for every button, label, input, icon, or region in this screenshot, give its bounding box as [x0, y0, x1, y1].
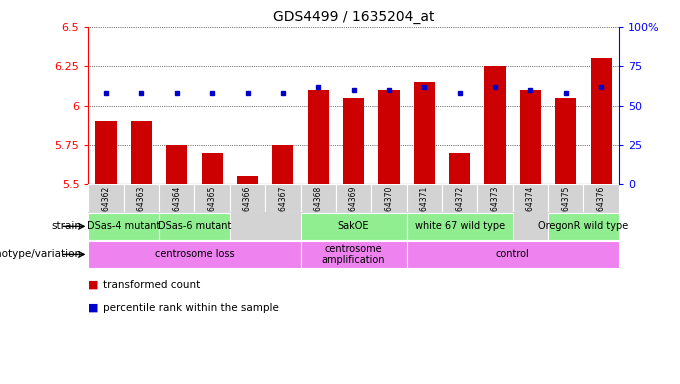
Text: centrosome
amplification: centrosome amplification	[322, 243, 386, 265]
Text: SakOE: SakOE	[338, 221, 369, 232]
Bar	[449, 153, 471, 184]
Text: white 67 wild type: white 67 wild type	[415, 221, 505, 232]
Text: ■: ■	[88, 303, 99, 313]
Bar	[407, 241, 619, 268]
Text: GSM864374: GSM864374	[526, 186, 535, 232]
Text: GSM864364: GSM864364	[172, 186, 182, 232]
Text: strain: strain	[52, 221, 82, 232]
Bar	[407, 213, 513, 240]
Bar	[194, 184, 230, 212]
Bar	[272, 145, 294, 184]
Bar	[343, 98, 364, 184]
Text: ■: ■	[88, 280, 99, 290]
Bar	[583, 184, 619, 212]
Text: OregonR wild type: OregonR wild type	[539, 221, 628, 232]
Bar	[166, 145, 188, 184]
Bar	[88, 184, 124, 212]
Bar	[484, 66, 506, 184]
Bar	[513, 184, 548, 212]
Bar	[371, 184, 407, 212]
Text: GSM864365: GSM864365	[207, 186, 217, 232]
Text: GSM864369: GSM864369	[349, 186, 358, 232]
Bar	[265, 184, 301, 212]
Text: genotype/variation: genotype/variation	[0, 249, 82, 260]
Bar	[548, 213, 619, 240]
Bar	[201, 153, 223, 184]
Title: GDS4499 / 1635204_at: GDS4499 / 1635204_at	[273, 10, 435, 25]
Text: percentile rank within the sample: percentile rank within the sample	[103, 303, 279, 313]
Text: GSM864371: GSM864371	[420, 186, 429, 232]
Bar	[555, 98, 577, 184]
Text: GSM864362: GSM864362	[101, 186, 111, 232]
Text: GSM864376: GSM864376	[596, 186, 606, 232]
Bar	[159, 184, 194, 212]
Bar	[124, 184, 159, 212]
Bar	[230, 184, 265, 212]
Bar	[95, 121, 117, 184]
Text: GSM864375: GSM864375	[561, 186, 571, 232]
Text: control: control	[496, 249, 530, 260]
Bar	[131, 121, 152, 184]
Bar	[237, 177, 258, 184]
Bar	[442, 184, 477, 212]
Bar	[548, 184, 583, 212]
Bar	[413, 82, 435, 184]
Bar	[407, 184, 442, 212]
Text: GSM864363: GSM864363	[137, 186, 146, 232]
Bar	[159, 213, 230, 240]
Bar	[520, 90, 541, 184]
Bar	[477, 184, 513, 212]
Bar	[590, 58, 612, 184]
Text: GSM864373: GSM864373	[490, 186, 500, 232]
Bar	[307, 90, 329, 184]
Text: DSas-4 mutant: DSas-4 mutant	[87, 221, 160, 232]
Bar	[301, 241, 407, 268]
Bar	[301, 213, 407, 240]
Text: GSM864372: GSM864372	[455, 186, 464, 232]
Bar	[88, 241, 301, 268]
Text: DSas-6 mutant: DSas-6 mutant	[158, 221, 231, 232]
Text: GSM864366: GSM864366	[243, 186, 252, 232]
Bar	[301, 184, 336, 212]
Text: centrosome loss: centrosome loss	[154, 249, 235, 260]
Text: GSM864367: GSM864367	[278, 186, 288, 232]
Bar	[336, 184, 371, 212]
Text: GSM864368: GSM864368	[313, 186, 323, 232]
Bar	[378, 90, 400, 184]
Bar	[88, 213, 159, 240]
Text: transformed count: transformed count	[103, 280, 201, 290]
Text: GSM864370: GSM864370	[384, 186, 394, 232]
